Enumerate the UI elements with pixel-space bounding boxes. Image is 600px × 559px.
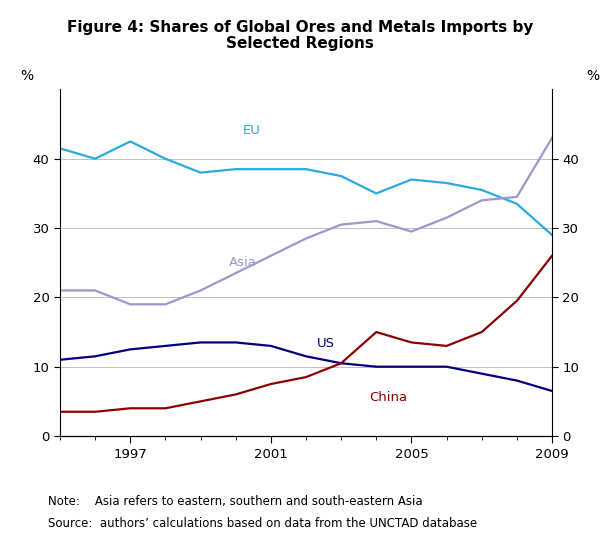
Text: Asia: Asia [229, 256, 257, 269]
Text: EU: EU [243, 125, 260, 138]
Text: Selected Regions: Selected Regions [226, 36, 374, 51]
Text: %: % [586, 69, 599, 83]
Text: %: % [20, 69, 34, 83]
Text: Source:  authors’ calculations based on data from the UNCTAD database: Source: authors’ calculations based on d… [48, 517, 477, 530]
Text: Note:    Asia refers to eastern, southern and south-eastern Asia: Note: Asia refers to eastern, southern a… [48, 495, 422, 508]
Text: Figure 4: Shares of Global Ores and Metals Imports by: Figure 4: Shares of Global Ores and Meta… [67, 20, 533, 35]
Text: China: China [369, 391, 407, 404]
Text: US: US [317, 337, 335, 350]
